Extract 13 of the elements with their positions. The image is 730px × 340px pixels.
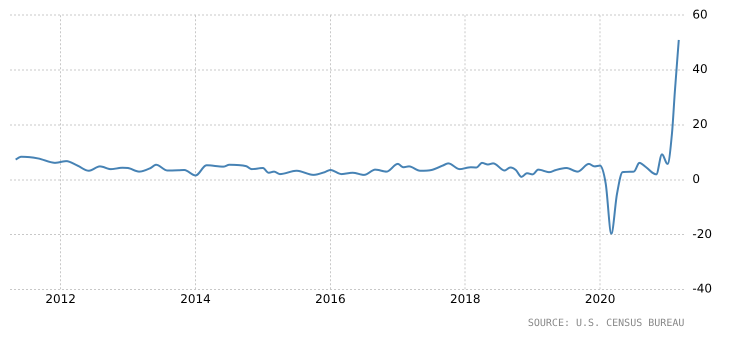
y-tick-label: 40 (692, 62, 708, 76)
x-tick-label: 2014 (180, 292, 211, 306)
y-tick-label: 0 (692, 172, 700, 186)
x-tick-label: 2016 (315, 292, 346, 306)
x-tick-label: 2020 (584, 292, 616, 306)
y-tick-label: -40 (692, 282, 712, 296)
x-tick-label: 2012 (45, 292, 76, 306)
x-tick-label: 2018 (450, 292, 480, 306)
line-series (14, 38, 680, 235)
source-note: SOURCE: U.S. CENSUS BUREAU (528, 318, 684, 329)
y-tick-label: 60 (692, 7, 708, 22)
y-tick-label: 20 (692, 117, 708, 132)
y-tick-label: -20 (692, 226, 712, 241)
